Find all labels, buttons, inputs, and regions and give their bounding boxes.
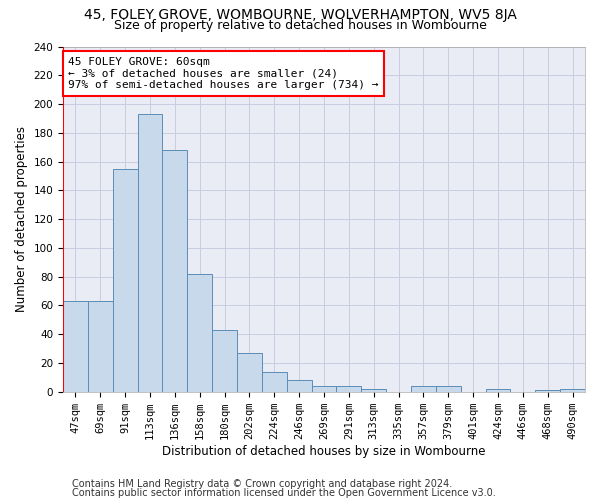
Bar (436, 386, 461, 392)
Bar (361, 389, 386, 392)
Bar (163, 150, 187, 392)
Text: Contains public sector information licensed under the Open Government Licence v3: Contains public sector information licen… (72, 488, 496, 498)
Bar (287, 380, 311, 392)
Bar (63, 301, 88, 392)
Bar (311, 386, 337, 392)
Bar (262, 372, 287, 392)
Bar (88, 301, 113, 392)
Bar (113, 169, 137, 392)
Bar (237, 353, 262, 392)
Bar (337, 386, 361, 392)
Bar (137, 114, 163, 392)
Text: Size of property relative to detached houses in Wombourne: Size of property relative to detached ho… (113, 18, 487, 32)
Bar (535, 390, 560, 392)
Text: 45, FOLEY GROVE, WOMBOURNE, WOLVERHAMPTON, WV5 8JA: 45, FOLEY GROVE, WOMBOURNE, WOLVERHAMPTO… (83, 8, 517, 22)
Bar (485, 389, 511, 392)
Text: 45 FOLEY GROVE: 60sqm
← 3% of detached houses are smaller (24)
97% of semi-detac: 45 FOLEY GROVE: 60sqm ← 3% of detached h… (68, 57, 379, 90)
X-axis label: Distribution of detached houses by size in Wombourne: Distribution of detached houses by size … (162, 444, 486, 458)
Bar (212, 330, 237, 392)
Bar (187, 274, 212, 392)
Y-axis label: Number of detached properties: Number of detached properties (15, 126, 28, 312)
Bar (411, 386, 436, 392)
Text: Contains HM Land Registry data © Crown copyright and database right 2024.: Contains HM Land Registry data © Crown c… (72, 479, 452, 489)
Bar (560, 389, 585, 392)
